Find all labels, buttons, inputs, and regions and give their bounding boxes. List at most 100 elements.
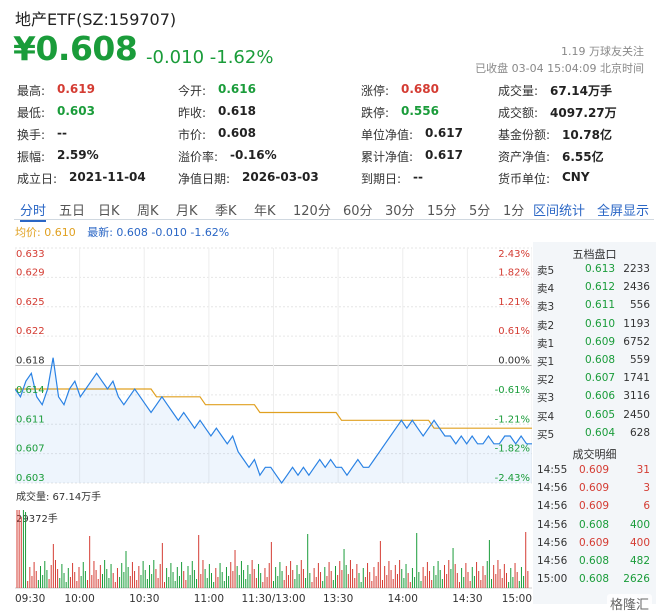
info-value: 2021-11-04	[69, 170, 146, 184]
trade-time: 15:00	[537, 573, 568, 586]
order-book-panel: 五档盘口 卖5 0.613 2233 卖4 0.612 2436 卖3 0.611 556 卖2 0.…	[533, 242, 656, 604]
trade-volume: 400	[629, 536, 650, 549]
x-tick-label: 10:30	[129, 593, 159, 605]
info-item: 单位净值: 0.617	[361, 126, 511, 148]
intraday-chart[interactable]: 0.633 2.43% 0.629 1.82% 0.625 1.21% 0.622 0.61%…	[15, 238, 532, 606]
trade-price: 0.609	[579, 500, 610, 513]
trade-volume: 3	[643, 482, 650, 495]
info-item: 换手: --	[17, 126, 167, 148]
x-tick-label: 13:30	[323, 593, 353, 605]
info-item: 成立日: 2021-11-04	[17, 170, 167, 192]
order-level-label: 买5	[537, 428, 555, 441]
market-status: 已收盘 03-04 15:04:09 北京时间	[475, 62, 644, 75]
info-key: 涨停:	[361, 84, 390, 98]
info-key: 成立日:	[17, 172, 58, 186]
y-tick-pct: -1.82%	[495, 444, 530, 455]
info-item: 跌停: 0.556	[361, 104, 511, 126]
x-tick-label: 10:00	[64, 593, 94, 605]
tab-12[interactable]: 1分	[503, 204, 525, 219]
avg-price-legend: 均价: 0.610	[15, 226, 76, 239]
x-tick-label: 14:00	[388, 593, 418, 605]
info-key: 基金份额:	[498, 128, 551, 142]
order-book-row: 卖3 0.611 556	[533, 297, 656, 315]
tab-2[interactable]: 日K	[98, 204, 120, 219]
order-volume: 1193	[623, 317, 650, 330]
order-volume: 556	[629, 299, 650, 312]
info-value: CNY	[562, 170, 590, 184]
info-key: 换手:	[17, 128, 46, 142]
info-key: 振幅:	[17, 150, 46, 164]
info-key: 溢价率:	[178, 150, 219, 164]
y-tick-price: 0.622	[16, 326, 45, 337]
tab-0[interactable]: 分时	[20, 200, 47, 222]
order-book-row: 买5 0.604 628	[533, 425, 656, 443]
info-key: 累计净值:	[361, 150, 414, 164]
order-level-label: 卖4	[537, 283, 555, 296]
trade-row: 14:56 0.608 400	[533, 517, 656, 535]
tab-7[interactable]: 120分	[293, 204, 331, 219]
order-price: 0.606	[585, 390, 616, 403]
x-tick-label: 14:30	[452, 593, 482, 605]
order-price: 0.607	[585, 372, 616, 385]
order-book-row: 卖1 0.609 6752	[533, 334, 656, 352]
tab-9[interactable]: 30分	[385, 204, 415, 219]
y-tick-price: 0.633	[16, 249, 45, 260]
stock-title: 地产ETF(SZ:159707)	[15, 10, 177, 29]
info-value: 0.618	[218, 104, 256, 118]
trade-price: 0.609	[579, 464, 610, 476]
info-value: 0.680	[401, 82, 439, 96]
y-tick-pct: -2.43%	[495, 473, 530, 484]
range-stats-button[interactable]: 区间统计	[533, 204, 586, 219]
info-key: 净值日期:	[178, 172, 231, 186]
order-book-row: 买1 0.608 559	[533, 352, 656, 370]
order-volume: 2233	[623, 263, 650, 275]
tab-8[interactable]: 60分	[343, 204, 373, 219]
order-level-label: 买2	[537, 374, 555, 387]
info-value: 2026-03-03	[242, 170, 319, 184]
info-value: --	[57, 126, 67, 140]
trade-price: 0.608	[579, 518, 610, 531]
info-value: -0.16%	[230, 148, 277, 162]
tab-10[interactable]: 15分	[427, 204, 457, 219]
info-value: 4097.27万	[550, 106, 617, 120]
tab-11[interactable]: 5分	[469, 204, 491, 219]
fullscreen-button[interactable]: 全屏显示	[597, 204, 650, 219]
tab-6[interactable]: 年K	[254, 204, 276, 219]
order-book-row: 卖4 0.612 2436	[533, 279, 656, 297]
info-item: 最低: 0.603	[17, 104, 167, 126]
info-item: 振幅: 2.59%	[17, 148, 167, 170]
x-tick-label: 11:30/13:00	[241, 593, 305, 605]
tab-4[interactable]: 月K	[176, 204, 198, 219]
y-tick-pct: 2.43%	[498, 249, 530, 260]
info-value: 0.617	[425, 126, 463, 140]
chart-tabs: 分时 五日 日K 周K 月K 季K 年K 120分 60分 30分 15分 5分 1分 区间统计 全屏显示	[14, 198, 654, 222]
x-tick-label: 11:00	[194, 593, 224, 605]
y-tick-price: 0.603	[16, 473, 45, 484]
y-tick-price: 0.607	[16, 444, 45, 455]
info-item: 货币单位: CNY	[498, 170, 648, 192]
tab-1[interactable]: 五日	[59, 204, 86, 219]
followers-count[interactable]: 1.19 万球友关注	[561, 45, 644, 58]
order-level-label: 买1	[537, 356, 555, 368]
info-value: 0.619	[57, 82, 95, 96]
y-tick-pct: 1.82%	[498, 267, 530, 278]
y-tick-pct: 0.61%	[498, 326, 530, 337]
trade-volume: 6	[643, 500, 650, 513]
info-item: 到期日: --	[361, 170, 511, 192]
tab-3[interactable]: 周K	[137, 204, 159, 219]
info-key: 成交量:	[498, 84, 539, 98]
trade-time: 14:56	[537, 518, 568, 531]
series-line-avg	[15, 388, 532, 429]
info-item: 昨收: 0.618	[178, 104, 328, 126]
info-value: --	[413, 170, 423, 184]
order-price: 0.609	[585, 335, 616, 348]
tab-5[interactable]: 季K	[215, 204, 237, 219]
y-tick-price: 0.618	[16, 356, 45, 367]
info-value: 67.14万手	[550, 84, 612, 98]
y-tick-pct: 0.00%	[498, 356, 530, 367]
order-price: 0.605	[585, 408, 616, 421]
order-book-row: 卖5 0.613 2233	[533, 261, 656, 279]
order-price: 0.604	[585, 426, 616, 439]
trade-time: 14:56	[537, 555, 568, 567]
info-key: 单位净值:	[361, 128, 414, 142]
